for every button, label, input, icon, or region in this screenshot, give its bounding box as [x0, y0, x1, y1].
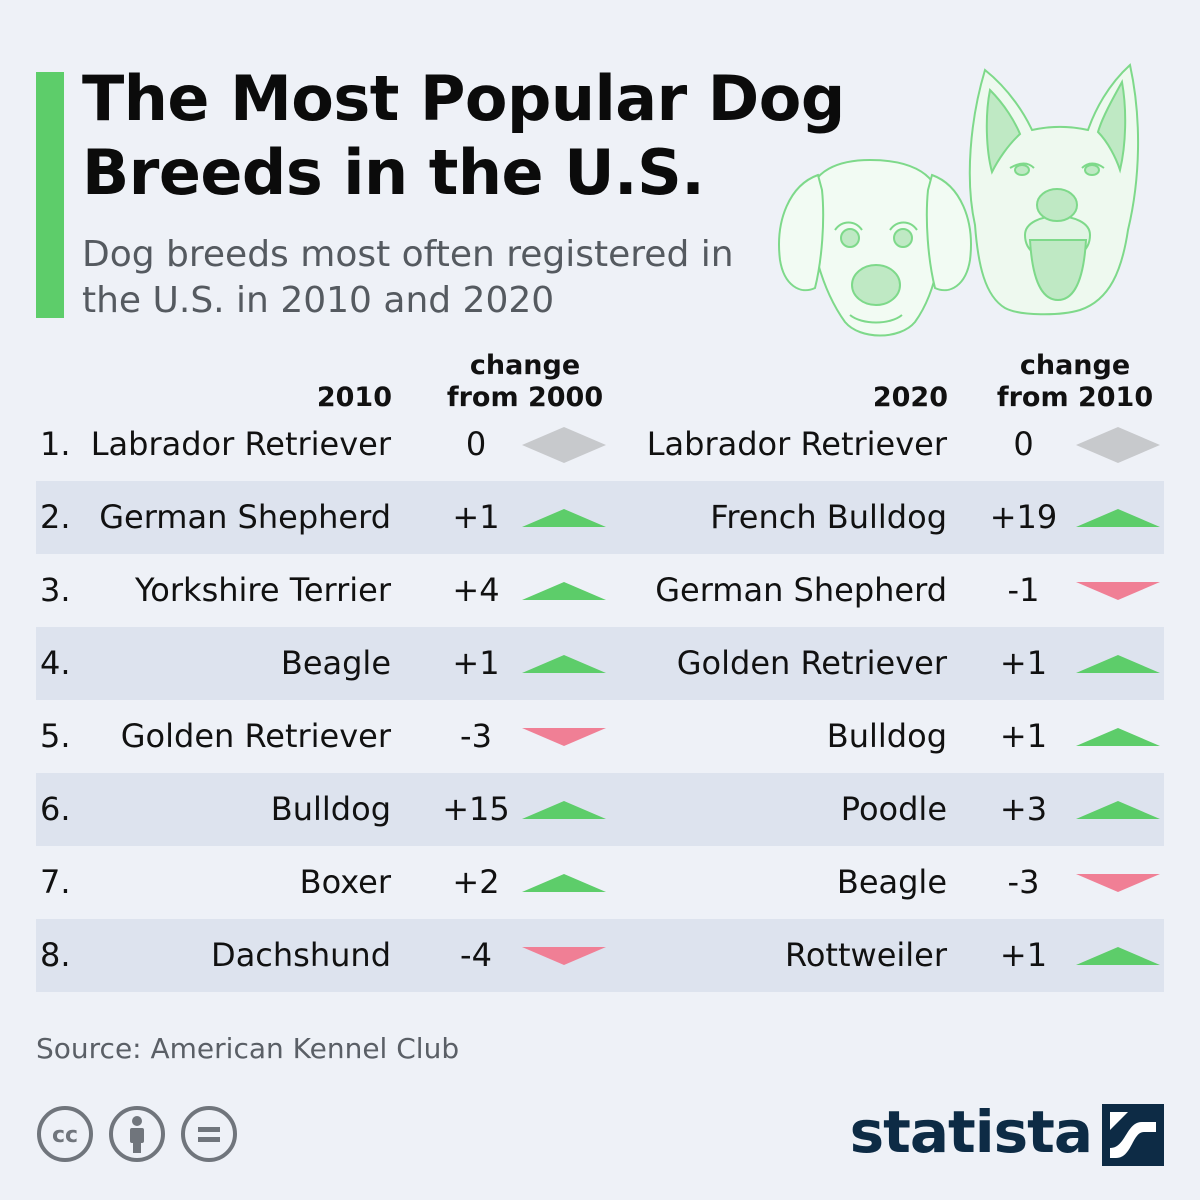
- svg-text:cc: cc: [52, 1123, 78, 1148]
- statista-logo-icon[interactable]: [1102, 1104, 1164, 1166]
- breed-2010-cell: Dachshund: [211, 936, 391, 974]
- breed-2010-cell: Yorkshire Terrier: [135, 571, 391, 609]
- rank-cell: 1.: [40, 425, 71, 463]
- trend-2010-up-icon: [522, 874, 606, 892]
- change-2010-cell: +15: [442, 790, 510, 828]
- change-2020-cell: -3: [1007, 863, 1040, 901]
- rank-cell: 7.: [40, 863, 71, 901]
- cc-icon[interactable]: cc: [36, 1105, 94, 1163]
- change-2020-cell: +1: [999, 717, 1048, 755]
- col-header-change2010: change from 2010: [990, 350, 1160, 414]
- col-header-change2000: change from 2000: [440, 350, 610, 414]
- breed-2020-cell: Poodle: [840, 790, 947, 828]
- change-2020-cell: +1: [999, 936, 1048, 974]
- breed-2020-cell: German Shepherd: [655, 571, 947, 609]
- breed-2010-cell: Golden Retriever: [120, 717, 391, 755]
- col-header-change2000-line1: change: [469, 350, 581, 381]
- col-header-change2010-line2: from 2010: [996, 382, 1154, 413]
- trend-2020-up-icon: [1076, 509, 1160, 527]
- change-2020-cell: +1: [999, 644, 1048, 682]
- change-2010-cell: +1: [452, 498, 500, 536]
- rank-cell: 6.: [40, 790, 71, 828]
- table-row: 2. German Shepherd +1 French Bulldog +19: [36, 481, 1164, 554]
- attribution-icon[interactable]: [108, 1105, 166, 1163]
- trend-2010-down-icon: [522, 728, 606, 746]
- table-row: 4. Beagle +1 Golden Retriever +1: [36, 627, 1164, 700]
- dog-illustration: [778, 63, 1140, 337]
- change-2020-cell: +19: [989, 498, 1058, 536]
- table-row: 5. Golden Retriever -3 Bulldog +1: [36, 700, 1164, 773]
- trend-2010-down-icon: [522, 947, 606, 965]
- breed-2010-cell: Beagle: [280, 644, 391, 682]
- breed-2020-cell: Bulldog: [826, 717, 947, 755]
- col-header-change2000-line2: from 2000: [446, 382, 604, 413]
- trend-2010-same-icon: [522, 427, 606, 463]
- table-row: 1. Labrador Retriever 0 Labrador Retriever 0: [36, 408, 1164, 481]
- breed-2020-cell: Beagle: [836, 863, 947, 901]
- trend-2020-up-icon: [1076, 655, 1160, 673]
- accent-bar: [36, 72, 64, 318]
- col-header-change2010-line1: change: [1019, 350, 1131, 381]
- rank-cell: 2.: [40, 498, 71, 536]
- rank-cell: 5.: [40, 717, 71, 755]
- breed-2010-cell: Boxer: [299, 863, 391, 901]
- trend-2010-up-icon: [522, 582, 606, 600]
- table-row: 3. Yorkshire Terrier +4 German Shepherd -1: [36, 554, 1164, 627]
- rank-cell: 4.: [40, 644, 71, 682]
- breed-table: 1. Labrador Retriever 0 Labrador Retriever 0…: [36, 408, 1164, 992]
- trend-2010-up-icon: [522, 655, 606, 673]
- trend-2020-up-icon: [1076, 728, 1160, 746]
- change-2010-cell: +4: [452, 571, 500, 609]
- breed-2020-cell: Rottweiler: [785, 936, 947, 974]
- breed-2010-cell: Labrador Retriever: [90, 425, 391, 463]
- change-2020-cell: 0: [1013, 425, 1034, 463]
- breed-2010-cell: German Shepherd: [99, 498, 391, 536]
- change-2020-cell: +3: [999, 790, 1048, 828]
- subtitle: Dog breeds most often registered in the …: [82, 234, 734, 321]
- rank-cell: 3.: [40, 571, 71, 609]
- trend-2020-same-icon: [1076, 427, 1160, 463]
- change-2010-cell: +1: [452, 644, 500, 682]
- trend-2020-down-icon: [1076, 582, 1160, 600]
- trend-2010-up-icon: [522, 801, 606, 819]
- trend-2020-up-icon: [1076, 947, 1160, 965]
- trend-2020-up-icon: [1076, 801, 1160, 819]
- trend-2020-down-icon: [1076, 874, 1160, 892]
- change-2010-cell: -3: [460, 717, 492, 755]
- change-2010-cell: +2: [452, 863, 500, 901]
- table-row: 8. Dachshund -4 Rottweiler +1: [36, 919, 1164, 992]
- rank-cell: 8.: [40, 936, 71, 974]
- change-2010-cell: -4: [460, 936, 492, 974]
- col-header-2010: 2010: [316, 382, 392, 413]
- breed-2020-cell: Labrador Retriever: [646, 425, 947, 463]
- breed-2020-cell: French Bulldog: [710, 498, 947, 536]
- breed-2020-cell: Golden Retriever: [676, 644, 947, 682]
- table-row: 6. Bulldog +15 Poodle +3: [36, 773, 1164, 846]
- page-title: The Most Popular Dog Breeds in the U.S.: [82, 62, 845, 209]
- change-2020-cell: -1: [1007, 571, 1040, 609]
- table-row: 7. Boxer +2 Beagle -3: [36, 846, 1164, 919]
- breed-2010-cell: Bulldog: [270, 790, 391, 828]
- change-2010-cell: 0: [465, 425, 487, 463]
- trend-2010-up-icon: [522, 509, 606, 527]
- license-icons: cc: [36, 1105, 238, 1163]
- source-note: Source: American Kennel Club: [36, 1032, 460, 1065]
- col-header-2020: 2020: [872, 382, 948, 413]
- no-derivatives-icon[interactable]: [180, 1105, 238, 1163]
- statista-wordmark[interactable]: statista: [849, 1098, 1093, 1166]
